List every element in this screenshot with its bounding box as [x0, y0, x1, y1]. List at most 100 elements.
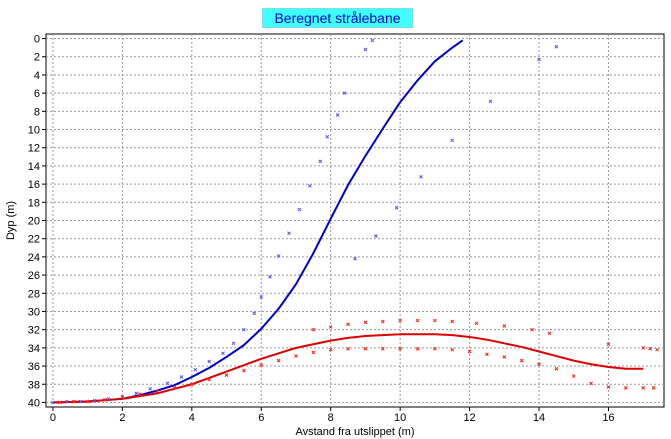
x-tick-label: 2	[119, 412, 125, 424]
y-tick-label: 2	[34, 52, 40, 64]
data-point	[308, 184, 312, 188]
data-point	[287, 231, 291, 236]
data-point	[467, 349, 472, 354]
data-point	[433, 318, 437, 323]
y-tick-label: 6	[34, 88, 40, 100]
y-axis-title: Dyp (m)	[5, 201, 17, 240]
data-point	[276, 254, 281, 258]
data-point	[346, 346, 350, 351]
data-point	[547, 331, 552, 336]
data-point	[328, 325, 333, 329]
data-point	[242, 368, 246, 373]
y-tick-label: 24	[28, 252, 40, 264]
data-point	[155, 389, 159, 394]
data-point	[193, 367, 198, 372]
y-tick-label: 20	[28, 216, 40, 228]
y-tick-label: 26	[28, 270, 40, 282]
data-point	[648, 346, 652, 351]
y-tick-label: 32	[28, 325, 40, 337]
data-point	[419, 174, 423, 179]
data-point	[450, 319, 455, 324]
data-point	[537, 362, 541, 367]
x-tick-label: 14	[533, 412, 545, 424]
data-point	[363, 47, 368, 52]
y-tick-label: 36	[28, 361, 40, 373]
series-markers-blue_points	[51, 38, 559, 405]
data-point	[64, 399, 69, 404]
data-point	[137, 392, 142, 397]
data-point	[165, 381, 170, 386]
data-point	[328, 347, 333, 352]
series-markers-red_points	[58, 318, 659, 405]
y-tick-label: 34	[28, 343, 40, 355]
data-point	[641, 386, 646, 390]
data-point	[641, 346, 646, 350]
data-point	[325, 134, 330, 139]
series-line-red	[52, 333, 644, 404]
y-tick-label: 8	[34, 106, 40, 118]
chart-title: Beregnet strålebane	[262, 8, 413, 28]
data-point	[172, 386, 177, 390]
data-point	[71, 399, 76, 404]
y-tick-label: 40	[28, 397, 40, 409]
y-tick-label: 4	[34, 70, 40, 82]
data-point	[488, 99, 493, 104]
data-point	[370, 38, 375, 43]
data-point	[519, 358, 524, 363]
data-point	[346, 322, 350, 327]
y-tick-label: 22	[28, 234, 40, 246]
data-point	[380, 346, 385, 351]
data-point	[655, 347, 659, 352]
x-tick-label: 16	[602, 412, 614, 424]
data-point	[589, 381, 593, 386]
x-tick-label: 0	[50, 412, 56, 424]
y-tick-label: 10	[28, 125, 40, 137]
data-point	[179, 375, 184, 379]
data-point	[606, 342, 611, 347]
data-point	[415, 346, 420, 351]
data-point	[502, 355, 507, 359]
data-point	[311, 327, 316, 332]
data-point	[189, 382, 194, 387]
y-tick-label: 38	[28, 379, 40, 391]
data-point	[103, 397, 107, 402]
data-point	[537, 57, 541, 62]
x-axis-title: Avstand fra utslippet (m)	[295, 426, 414, 438]
grid	[46, 34, 664, 407]
data-point	[502, 324, 507, 328]
data-point	[554, 44, 559, 49]
data-point	[276, 358, 281, 363]
data-point	[433, 346, 437, 351]
data-point	[268, 275, 272, 279]
y-tick-label: 30	[28, 306, 40, 318]
data-point	[651, 386, 656, 390]
data-point	[394, 205, 399, 210]
data-point	[92, 398, 97, 403]
data-point	[207, 377, 212, 382]
data-point	[85, 399, 90, 404]
x-tick-label: 4	[189, 412, 195, 424]
data-point	[606, 385, 611, 389]
axis-ticks: 0 2 4 6 8 10 12 14 16024681012141618202224262830…	[28, 34, 615, 424]
data-point	[554, 366, 559, 371]
data-point	[242, 327, 246, 332]
data-point	[571, 374, 576, 378]
data-point	[259, 295, 264, 299]
x-tick-label: 10	[394, 412, 406, 424]
y-tick-label: 16	[28, 179, 40, 191]
data-point	[363, 346, 368, 351]
data-point	[353, 256, 357, 261]
series-line-blue	[52, 39, 464, 404]
data-point	[623, 386, 628, 390]
y-tick-label: 28	[28, 288, 40, 300]
data-point	[120, 395, 125, 399]
data-point	[207, 359, 212, 364]
x-tick-label: 8	[328, 412, 334, 424]
x-tick-label: 6	[258, 412, 264, 424]
data-point	[311, 350, 316, 355]
data-point	[51, 400, 55, 405]
y-tick-label: 18	[28, 197, 40, 209]
data-point	[474, 321, 479, 326]
data-point	[231, 341, 236, 346]
